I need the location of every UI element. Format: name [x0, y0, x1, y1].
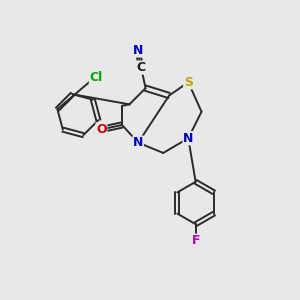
- Text: O: O: [96, 123, 107, 136]
- Text: N: N: [133, 136, 143, 149]
- Text: Cl: Cl: [89, 71, 103, 84]
- Text: S: S: [184, 76, 193, 89]
- Text: C: C: [136, 61, 146, 74]
- Text: F: F: [191, 234, 200, 247]
- Text: N: N: [132, 44, 143, 57]
- Text: N: N: [183, 132, 194, 145]
